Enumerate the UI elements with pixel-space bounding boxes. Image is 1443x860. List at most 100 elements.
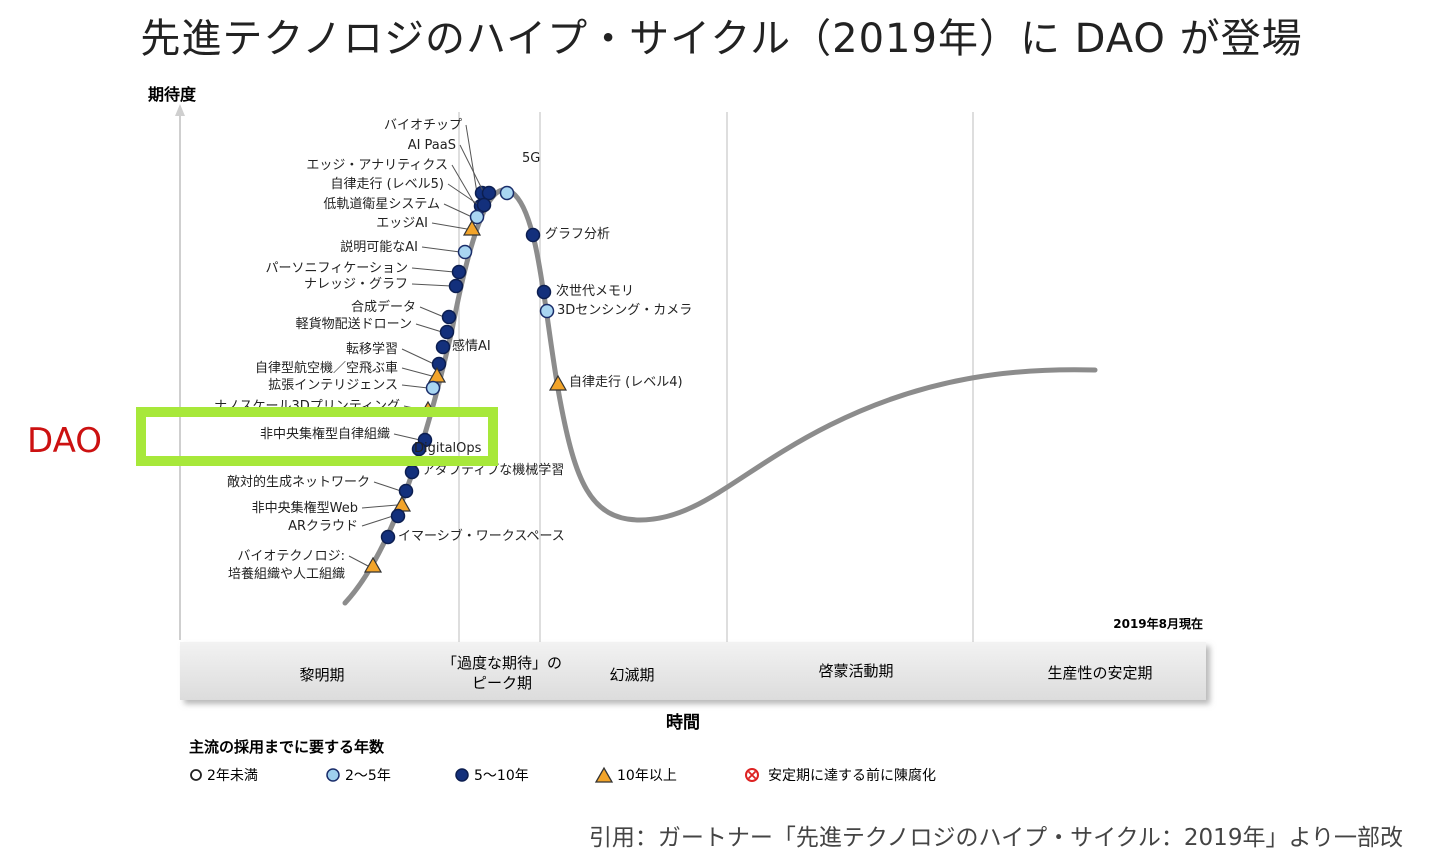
technology-label: エッジ・アナリティクス: [306, 158, 448, 173]
legend-item: 2～5年: [326, 768, 391, 784]
technology-label: 5G: [522, 151, 540, 166]
technology-item: 非中央集権型自律組織: [260, 426, 433, 448]
marker-circle-dark: [411, 441, 427, 457]
technology-item: 自律走行 (レベル4): [548, 374, 683, 391]
technology-item: イマーシブ・ワークスペース: [380, 528, 565, 545]
slide-title: 先進テクノロジのハイプ・サイクル（2019年）に DAO が登場: [140, 16, 1303, 62]
technology-label: パーソニフィケーション: [266, 261, 408, 276]
marker-circle-light: [469, 209, 485, 225]
legend-label: 5～10年: [474, 768, 529, 784]
y-axis-label: 期待度: [148, 85, 197, 104]
technology-item: 3Dセンシング・カメラ: [539, 303, 692, 319]
technology-label: グラフ分析: [545, 227, 610, 242]
phase-label: 幻滅期: [609, 666, 654, 684]
technology-item: 5G: [499, 151, 540, 201]
marker-circle-light: [499, 185, 515, 201]
technology-item: 感情AI: [435, 338, 491, 355]
dao-highlight-box: [136, 407, 498, 466]
marker-circle-dark: [536, 284, 552, 300]
leader-line: [393, 433, 421, 441]
leader-line: [401, 384, 429, 389]
as-of-date: 2019年8月現在: [1113, 616, 1203, 631]
technology-item: 次世代メモリ: [536, 283, 634, 300]
leader-line: [465, 124, 478, 194]
marker-circle-dark: [398, 483, 414, 499]
legend-title: 主流の採用までに要する年数: [189, 738, 385, 756]
technology-label: 自律走行 (レベル4): [569, 375, 683, 390]
legend-marker-triangle: [594, 766, 614, 783]
marker-circle-dark: [439, 324, 455, 340]
leader-line: [459, 144, 485, 194]
technology-label: エッジAI: [376, 216, 428, 231]
technology-label: DigitalOps: [414, 441, 482, 456]
citation: 引用：ガートナー「先進テクノロジのハイプ・サイクル：2019年」より一部改: [588, 825, 1403, 851]
phase-label: 啓蒙活動期: [818, 662, 893, 680]
technology-label: 次世代メモリ: [556, 283, 634, 299]
marker-circle-dark: [380, 529, 396, 545]
leader-line: [401, 367, 433, 377]
technology-item: 非中央集権型Web: [252, 495, 412, 516]
marker-circle-dark: [481, 185, 497, 201]
leader-line: [451, 164, 477, 207]
technology-label: 非中央集権型自律組織: [260, 426, 390, 442]
leader-line: [411, 267, 455, 273]
technology-label: ナレッジ・グラフ: [304, 277, 408, 292]
phase-label: 生産性の安定期: [1047, 664, 1152, 682]
marker-circle-dark: [448, 278, 464, 294]
leader-line: [431, 222, 468, 230]
technology-item: AI PaaS: [408, 138, 497, 201]
legend-item: 5～10年: [455, 768, 529, 784]
y-axis-arrow: [175, 104, 185, 116]
technology-label: 説明可能なAI: [340, 239, 418, 255]
marker-circle-dark: [390, 508, 406, 524]
leader-line: [421, 246, 461, 253]
technology-label: バイオチップ: [384, 118, 462, 133]
leader-line: [401, 348, 435, 365]
legend-item: 安定期に達する前に陳腐化: [745, 767, 936, 784]
leader-line: [411, 283, 452, 287]
technology-item: DigitalOps: [411, 441, 482, 457]
marker-circle-light: [457, 244, 473, 260]
technology-item: 軽貨物配送ドローン: [296, 316, 455, 340]
dao-label: DAO: [27, 421, 102, 461]
marker-circle-light: [425, 380, 441, 396]
marker-triangle: [392, 495, 412, 512]
technology-item: バイオテクノロジ:培養組織や人工組織: [228, 549, 383, 582]
leader-line: [361, 515, 394, 527]
x-axis-label: 時間: [666, 712, 700, 733]
technology-label: 敵対的生成ネットワーク: [227, 474, 370, 490]
phase-label: 黎明期: [299, 666, 344, 684]
marker-circle-dark: [441, 309, 457, 325]
technology-label: 感情AI: [452, 338, 491, 354]
legend-marker-obsolete-cross: [747, 770, 757, 780]
marker-circle-dark: [451, 264, 467, 280]
marker-circle-dark: [525, 227, 541, 243]
marker-circle-dark: [476, 197, 492, 213]
technology-label: 軽貨物配送ドローン: [296, 316, 412, 332]
technology-item: パーソニフィケーション: [266, 261, 467, 280]
legend-label: 2年未満: [207, 768, 258, 784]
technology-label: 拡張インテリジェンス: [268, 378, 398, 393]
marker-circle-dark: [431, 356, 447, 372]
marker-triangle: [363, 556, 383, 573]
technology-label: 3Dセンシング・カメラ: [557, 303, 692, 318]
marker-circle-dark: [404, 464, 420, 480]
technology-item: エッジAI: [376, 216, 482, 236]
technology-label: AI PaaS: [408, 138, 456, 153]
technology-label: イマーシブ・ワークスペース: [398, 528, 565, 544]
technology-item: グラフ分析: [525, 227, 610, 243]
marker-circle-dark: [435, 339, 451, 355]
technology-item: ナレッジ・グラフ: [304, 277, 464, 294]
legend-label: 2～5年: [345, 768, 391, 784]
legend-marker-white: [190, 769, 202, 781]
technology-item: 低軌道衛星システム: [323, 196, 485, 225]
technology-item: 拡張インテリジェンス: [268, 378, 441, 396]
technology-label: 自律型航空機／空飛ぶ車: [255, 360, 398, 376]
legend-label: 10年以上: [617, 768, 677, 784]
technology-item: 合成データ: [351, 299, 457, 325]
leader-line: [348, 555, 369, 567]
phase-bar: [180, 642, 1206, 700]
technology-item: 敵対的生成ネットワーク: [227, 474, 414, 499]
leader-line: [447, 183, 480, 206]
marker-circle-light: [539, 303, 555, 319]
